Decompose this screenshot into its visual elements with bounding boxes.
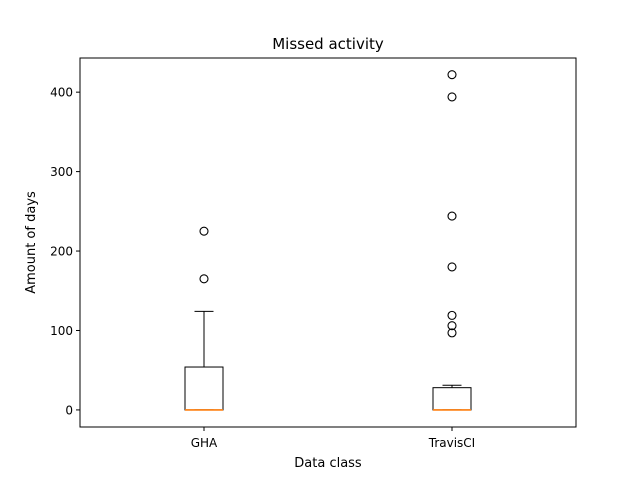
y-axis-label: Amount of days <box>24 191 39 294</box>
y-axis: 0 100 200 300 400 <box>50 86 80 417</box>
outlier-point <box>199 274 209 284</box>
outlier-point <box>447 211 457 221</box>
box-group-travisci <box>432 70 472 411</box>
outlier-point <box>199 226 209 236</box>
box-group-gha <box>184 226 224 411</box>
y-tick-label: 200 <box>50 245 73 259</box>
plot-frame <box>79 57 577 428</box>
chart-title: Missed activity <box>272 35 384 53</box>
outlier-point <box>447 310 457 320</box>
y-tick-label: 100 <box>50 324 73 338</box>
y-tick-label: 300 <box>50 165 73 179</box>
x-tick-label: TravisCI <box>428 436 475 450</box>
plot-layer <box>184 70 472 411</box>
x-axis-label: Data class <box>294 456 362 471</box>
y-tick-label: 0 <box>65 403 73 417</box>
outlier-point <box>447 70 457 80</box>
outlier-point <box>447 328 457 338</box>
x-tick-label: GHA <box>191 436 218 450</box>
outlier-point <box>447 92 457 102</box>
outlier-point <box>447 262 457 272</box>
outlier-point <box>447 321 457 331</box>
y-tick-label: 400 <box>50 86 73 100</box>
x-axis: GHA TravisCI <box>191 427 475 450</box>
